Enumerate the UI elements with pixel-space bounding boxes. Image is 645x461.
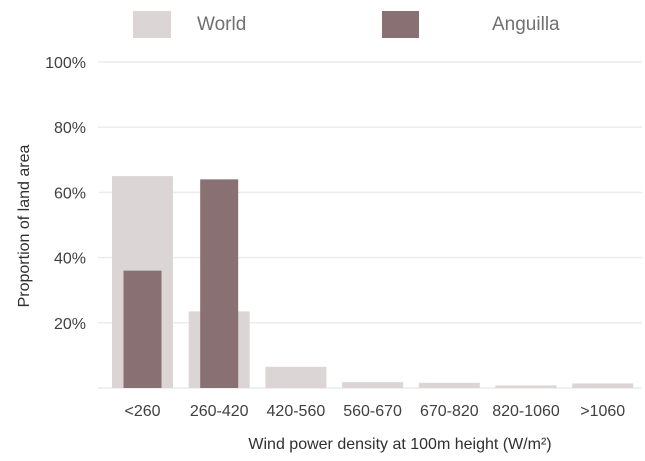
y-tick-labels: 20% 40% 60% 80% 100% [45, 55, 86, 333]
bar-world [265, 366, 327, 388]
bar-world [418, 382, 480, 388]
x-tick-labels: <260 260-420 420-560 560-670 670-820 820-1060… [124, 403, 625, 420]
legend-swatch-world [133, 11, 171, 38]
legend: World Anguilla [133, 11, 560, 38]
legend-swatch-anguilla [382, 11, 419, 38]
x-tick-label: 820-1060 [492, 403, 560, 420]
y-tick-label: 60% [54, 185, 86, 202]
x-tick-label: <260 [124, 403, 160, 420]
y-tick-label: 100% [45, 55, 86, 72]
bar-anguilla [123, 270, 162, 388]
y-tick-label: 40% [54, 251, 86, 268]
bars [112, 176, 634, 388]
bar-world [495, 385, 557, 388]
x-axis-title: Wind power density at 100m height (W/m²) [248, 436, 551, 453]
legend-label-world: World [197, 14, 246, 35]
gridlines [98, 61, 642, 389]
x-tick-label: 420-560 [267, 403, 326, 420]
y-tick-label: 20% [54, 316, 86, 333]
y-tick-label: 80% [54, 120, 86, 137]
y-axis-title: Proportion of land area [16, 145, 33, 308]
x-tick-label: 260-420 [190, 403, 249, 420]
bar-world [342, 382, 404, 388]
bar-anguilla [200, 179, 239, 388]
x-tick-label: >1060 [580, 403, 625, 420]
x-tick-label: 560-670 [343, 403, 402, 420]
x-tick-label: 670-820 [420, 403, 479, 420]
legend-label-anguilla: Anguilla [492, 14, 560, 35]
bar-world [572, 383, 634, 388]
